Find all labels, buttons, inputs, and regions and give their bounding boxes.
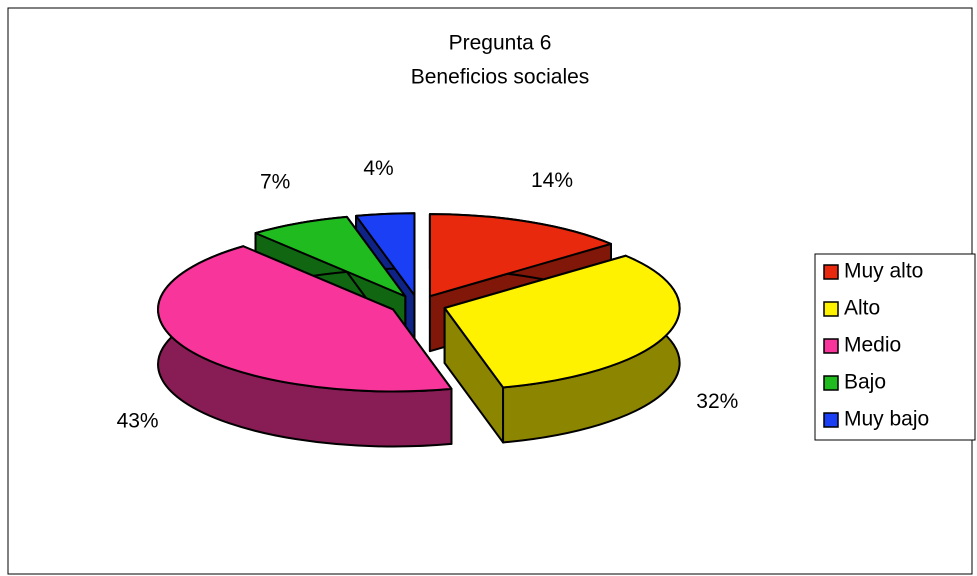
slice-top bbox=[254, 215, 407, 298]
legend-swatch bbox=[823, 264, 839, 280]
legend-label: Muy alto bbox=[844, 260, 923, 283]
legend-swatch bbox=[823, 301, 839, 317]
slice bbox=[157, 245, 453, 448]
legend-swatch bbox=[823, 375, 839, 391]
legend-label: Muy bajo bbox=[844, 408, 929, 431]
legend-swatch bbox=[823, 338, 839, 354]
chart-title: Pregunta 6 bbox=[449, 32, 552, 55]
data-label: 7% bbox=[260, 171, 290, 194]
legend-box bbox=[814, 253, 976, 441]
slice-top bbox=[355, 212, 416, 297]
legend-label: Alto bbox=[844, 297, 880, 320]
legend-label: Medio bbox=[844, 334, 901, 357]
slice-top bbox=[157, 245, 453, 393]
data-label: 4% bbox=[363, 157, 393, 180]
slice-top bbox=[428, 213, 612, 298]
slice bbox=[443, 254, 681, 444]
legend-swatch bbox=[823, 412, 839, 428]
chart-subtitle: Beneficios sociales bbox=[411, 66, 590, 89]
data-label: 32% bbox=[696, 390, 738, 413]
data-label: 14% bbox=[531, 169, 573, 192]
data-label: 43% bbox=[117, 410, 159, 433]
legend-label: Bajo bbox=[844, 371, 886, 394]
slice-top bbox=[443, 254, 681, 389]
